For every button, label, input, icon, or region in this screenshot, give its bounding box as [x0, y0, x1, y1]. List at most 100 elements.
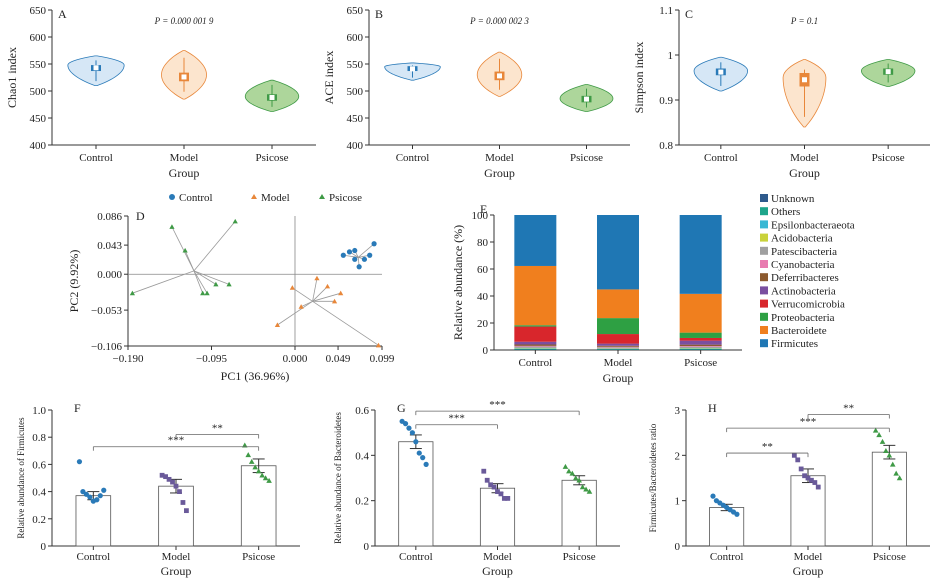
legend-label: Acidobacteria — [771, 233, 833, 245]
stack-segment-deferribacteres — [679, 344, 722, 346]
legend-swatch — [760, 194, 768, 202]
x-tick-label: Control — [519, 357, 553, 369]
y-tick-label: 0 — [483, 345, 489, 357]
y-tick-label: 0.2 — [32, 514, 46, 526]
stack-segment-deferribacteres — [514, 344, 557, 346]
data-point-control — [420, 455, 426, 461]
data-point-control — [409, 430, 416, 436]
x-tick-label: −0.190 — [113, 353, 144, 365]
stack-segment-others — [597, 349, 639, 350]
data-point-model — [802, 473, 807, 479]
spider-line — [312, 300, 379, 346]
y-axis-label: Relative abundance of Bacteroidetes — [333, 412, 343, 544]
x-tick-label: Control — [710, 551, 744, 563]
y-tick-label: 500 — [30, 86, 47, 98]
spider-line — [300, 300, 313, 308]
violin-median — [584, 96, 589, 102]
pcoa-point-model — [324, 283, 331, 289]
pcoa-point-control — [356, 264, 362, 270]
y-tick-label: 20 — [477, 318, 489, 330]
legend-swatch — [760, 260, 768, 268]
data-point-psicose — [266, 477, 272, 483]
data-point-model — [798, 466, 804, 472]
stack-segment-bacteroidete — [514, 265, 557, 326]
mean-bar — [75, 495, 112, 547]
y-axis-label: Relative abundance of Firmicutes — [16, 417, 26, 539]
data-point-model — [805, 475, 811, 481]
violin-median — [802, 77, 807, 83]
legend-swatch — [760, 299, 768, 308]
data-point-control — [402, 421, 409, 427]
data-point-psicose — [562, 463, 569, 469]
stack-segment-cyanobacteria — [597, 346, 639, 348]
legend-marker-psicose — [319, 194, 325, 199]
violin-median — [93, 65, 99, 71]
y-axis-label: Simpson index — [632, 42, 646, 114]
stack-segment-others — [679, 348, 722, 350]
panel-letter: C — [685, 7, 693, 21]
y-tick-label: 0.8 — [659, 140, 673, 152]
significance-label: ** — [762, 441, 773, 453]
legend-swatch — [760, 273, 768, 282]
significance-label: *** — [448, 413, 465, 425]
data-point-psicose — [241, 442, 248, 448]
p-value: P = 0.1 — [790, 16, 818, 26]
stack-segment-actinobacteria — [597, 343, 639, 346]
x-axis-label: Group — [482, 564, 513, 578]
stack-segment-verrucomicrobia — [514, 326, 557, 342]
pcoa-point-control — [367, 252, 373, 258]
x-tick-label: Model — [170, 152, 199, 164]
p-value: P = 0.000 001 9 — [154, 16, 214, 26]
data-point-model — [809, 477, 814, 483]
pcoa-point-model — [331, 298, 338, 304]
pcoa-point-model — [338, 290, 344, 296]
legend-label: Control — [179, 192, 213, 204]
legend-marker-model — [251, 194, 257, 199]
y-tick-label: 0.043 — [97, 240, 122, 252]
stack-segment-verrucomicrobia — [597, 334, 639, 344]
pcoa-point-control — [361, 256, 368, 262]
data-point-model — [173, 483, 179, 489]
y-tick-label: 0.2 — [355, 496, 369, 508]
data-point-model — [166, 476, 172, 482]
stack-segment-bacteroidete — [679, 293, 722, 333]
y-tick-label: 400 — [30, 140, 47, 152]
x-tick-label: Control — [79, 152, 113, 164]
pcoa-point-psicose — [213, 281, 219, 287]
x-tick-label: 0.099 — [370, 353, 395, 365]
stack-segment-patescibacteria — [597, 347, 639, 349]
legend-label: Deferribacteres — [771, 272, 839, 284]
mean-bar — [398, 441, 434, 547]
x-tick-label: Psicose — [684, 357, 717, 369]
data-point-control — [423, 461, 429, 467]
y-tick-label: 600 — [347, 32, 364, 44]
y-axis-label: PC2 (9.92%) — [67, 250, 81, 313]
data-point-psicose — [872, 427, 879, 433]
legend-swatch — [760, 207, 768, 216]
mean-bar — [871, 451, 907, 547]
data-point-model — [501, 496, 507, 501]
y-axis-label: ACE index — [322, 51, 336, 105]
legend-label: Patescibacteria — [771, 246, 837, 258]
significance-label: *** — [168, 435, 185, 447]
data-point-model — [481, 468, 487, 474]
y-tick-label: 1 — [675, 496, 681, 508]
y-tick-label: 550 — [30, 59, 47, 71]
legend-label: Verrucomicrobia — [771, 299, 845, 311]
x-axis-label: Group — [603, 371, 634, 385]
x-tick-label: 0.000 — [283, 353, 308, 365]
y-tick-label: 0.086 — [97, 211, 122, 223]
violin-median — [410, 66, 415, 72]
pcoa-point-model — [375, 342, 382, 348]
panel-letter: H — [708, 401, 717, 415]
data-point-control — [734, 511, 740, 517]
legend-swatch — [760, 220, 768, 229]
data-point-psicose — [569, 470, 576, 476]
spider-line — [193, 270, 230, 285]
stack-segment-others — [514, 348, 557, 350]
data-point-control — [710, 493, 716, 499]
y-tick-label: 1.0 — [32, 405, 46, 417]
y-tick-label: −0.053 — [91, 305, 122, 317]
y-axis-label: Relative abundance (%) — [451, 225, 465, 340]
panel-letter: B — [375, 7, 383, 21]
